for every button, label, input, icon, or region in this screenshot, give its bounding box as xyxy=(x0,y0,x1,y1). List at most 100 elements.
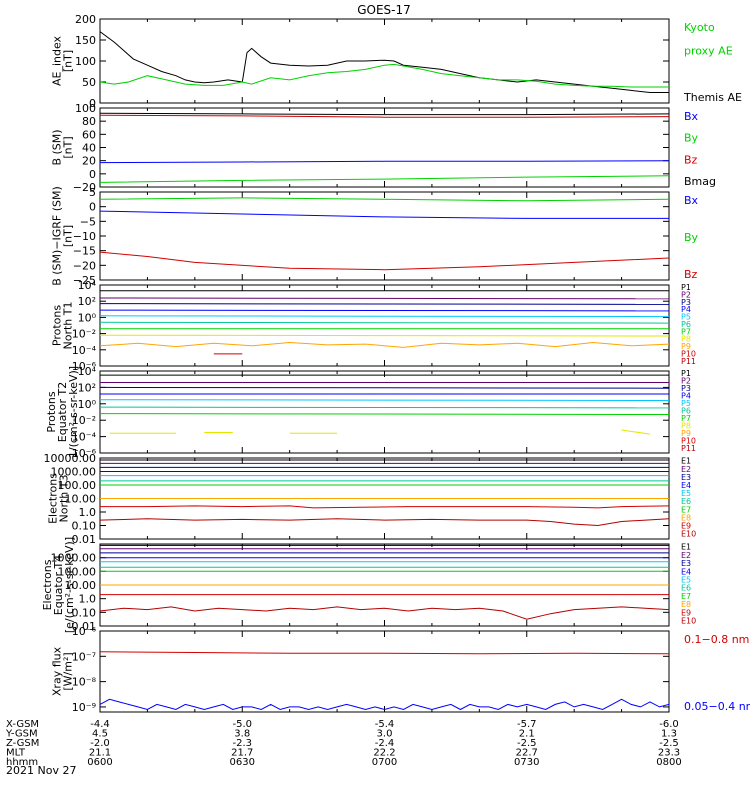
series-kyoto-proxy-ae xyxy=(100,63,669,88)
orbit-value: 0800 xyxy=(656,757,681,768)
y-tick-label: 10⁻² xyxy=(72,414,96,427)
y-tick-label: 10⁻⁶ xyxy=(72,360,97,373)
y-axis-label-line: Equator T4 xyxy=(52,555,65,615)
orbit-value: -4.4 xyxy=(90,719,110,730)
y-tick-label: −5 xyxy=(80,215,96,228)
series-p7 xyxy=(100,413,669,415)
y-tick-label: −20 xyxy=(73,259,96,272)
orbit-value: 3.8 xyxy=(234,729,250,740)
series-p9 xyxy=(100,341,669,348)
legend-entry: P9 xyxy=(681,429,691,438)
orbit-row-label: X-GSM xyxy=(6,719,39,730)
orbit-value: -2.3 xyxy=(232,738,252,749)
series-p5 xyxy=(100,399,669,401)
y-tick-label: 10.00 xyxy=(65,579,97,592)
orbit-value: 0630 xyxy=(230,757,255,768)
panel-8: 10⁻⁹ 10⁻⁸ 10⁻⁷ 10⁻⁶ Xray flux[W/m²] 0.1−0.8 n… xyxy=(51,625,750,714)
legend-entry: P4 xyxy=(681,305,691,314)
y-tick-label: 0.10 xyxy=(72,606,97,619)
orbit-value: 21.1 xyxy=(89,748,111,759)
panel-frame xyxy=(99,18,670,104)
y-axis-label-line: Equator T2 xyxy=(56,382,69,442)
orbit-value: 0700 xyxy=(372,757,397,768)
y-axis-label-line: [nT] xyxy=(62,50,75,72)
legend-entry: P8 xyxy=(681,335,691,344)
orbit-value: -5.0 xyxy=(232,719,252,730)
legend-entry: E2 xyxy=(681,465,691,474)
y-tick-label: 0 xyxy=(89,97,96,110)
y-tick-label: 10⁻⁹ xyxy=(72,701,96,714)
y-axis-label-line: North T3 xyxy=(58,475,71,523)
orbit-value: 2.1 xyxy=(519,729,535,740)
y-tick-label: 10² xyxy=(78,295,96,308)
y-tick-label: 50 xyxy=(82,76,96,89)
y-axis-label-line: Protons xyxy=(51,305,64,346)
orbit-value: -2.0 xyxy=(90,738,110,749)
y-tick-label: 150 xyxy=(75,34,96,47)
legend-entry: E6 xyxy=(681,584,691,593)
y-axis-label: B (SM)[nT] xyxy=(51,129,75,165)
y-axis-label-line: Electrons xyxy=(41,559,54,610)
y-tick-label: 10⁰ xyxy=(78,398,97,411)
series-e10 xyxy=(100,518,669,527)
y-axis-label-line: [nT] xyxy=(62,136,75,158)
y-tick-label: 100.00 xyxy=(58,479,97,492)
legend-entry: By xyxy=(684,231,699,244)
legend-entry: P7 xyxy=(681,327,691,336)
plot-title: GOES-17 xyxy=(357,3,411,17)
legend-entry: E1 xyxy=(681,457,691,466)
series-p6 xyxy=(100,321,669,324)
y-tick-label: 10.00 xyxy=(65,493,97,506)
panel-frame xyxy=(99,107,670,188)
legend-entry: proxy AE xyxy=(684,44,733,57)
y-axis-label-line: [nT] xyxy=(62,225,75,247)
y-tick-label: −25 xyxy=(73,274,96,287)
orbit-value: 0730 xyxy=(514,757,539,768)
y-tick-label: 0 xyxy=(89,201,96,214)
series-by xyxy=(100,197,669,202)
orbit-value: 1.3 xyxy=(661,729,677,740)
legend-entry: E5 xyxy=(681,576,691,585)
series-group xyxy=(100,290,669,355)
series-e10 xyxy=(100,606,669,620)
legend-entry: E1 xyxy=(681,543,691,552)
y-tick-label: 100 xyxy=(75,102,96,115)
orbit-row-label: MLT xyxy=(6,748,26,759)
series-bz xyxy=(100,251,669,271)
panel-frame xyxy=(99,284,670,367)
y-tick-label: 10⁻⁷ xyxy=(72,650,96,663)
series-bx xyxy=(100,210,669,219)
series-bz xyxy=(100,114,669,118)
legend-entry: P11 xyxy=(681,357,696,366)
series-e9 xyxy=(100,505,669,509)
legend-entry: E5 xyxy=(681,489,691,498)
y-axis-label-line: B (SM) xyxy=(51,129,64,165)
legend-entry: E10 xyxy=(681,617,696,626)
series-group xyxy=(100,112,669,183)
y-tick-label: 0.01 xyxy=(72,620,97,633)
legend-entry: E3 xyxy=(681,559,691,568)
y-axis-label: Xray flux[W/m²] xyxy=(51,646,75,696)
y-tick-label: 5 xyxy=(89,186,96,199)
legend-entry: P7 xyxy=(681,414,691,423)
legend-entry: Bz xyxy=(684,153,698,166)
legend-entry: P10 xyxy=(681,349,696,358)
legend-entry: E3 xyxy=(681,473,691,482)
orbit-value: 3.0 xyxy=(377,729,393,740)
series-p3 xyxy=(100,386,669,389)
legend-entry: E6 xyxy=(681,497,691,506)
y-tick-label: −10 xyxy=(73,230,96,243)
legend-entry: By xyxy=(684,132,699,145)
legend-entry: P1 xyxy=(681,283,691,292)
y-tick-label: 0.01 xyxy=(72,533,97,546)
y-tick-label: 10⁻⁴ xyxy=(72,431,97,444)
y-axis-label-line: North T1 xyxy=(62,302,75,350)
legend-entry: Bmag xyxy=(684,175,716,188)
legend-entry: Bx xyxy=(684,194,699,207)
y-tick-label: 10⁻⁴ xyxy=(72,344,97,357)
